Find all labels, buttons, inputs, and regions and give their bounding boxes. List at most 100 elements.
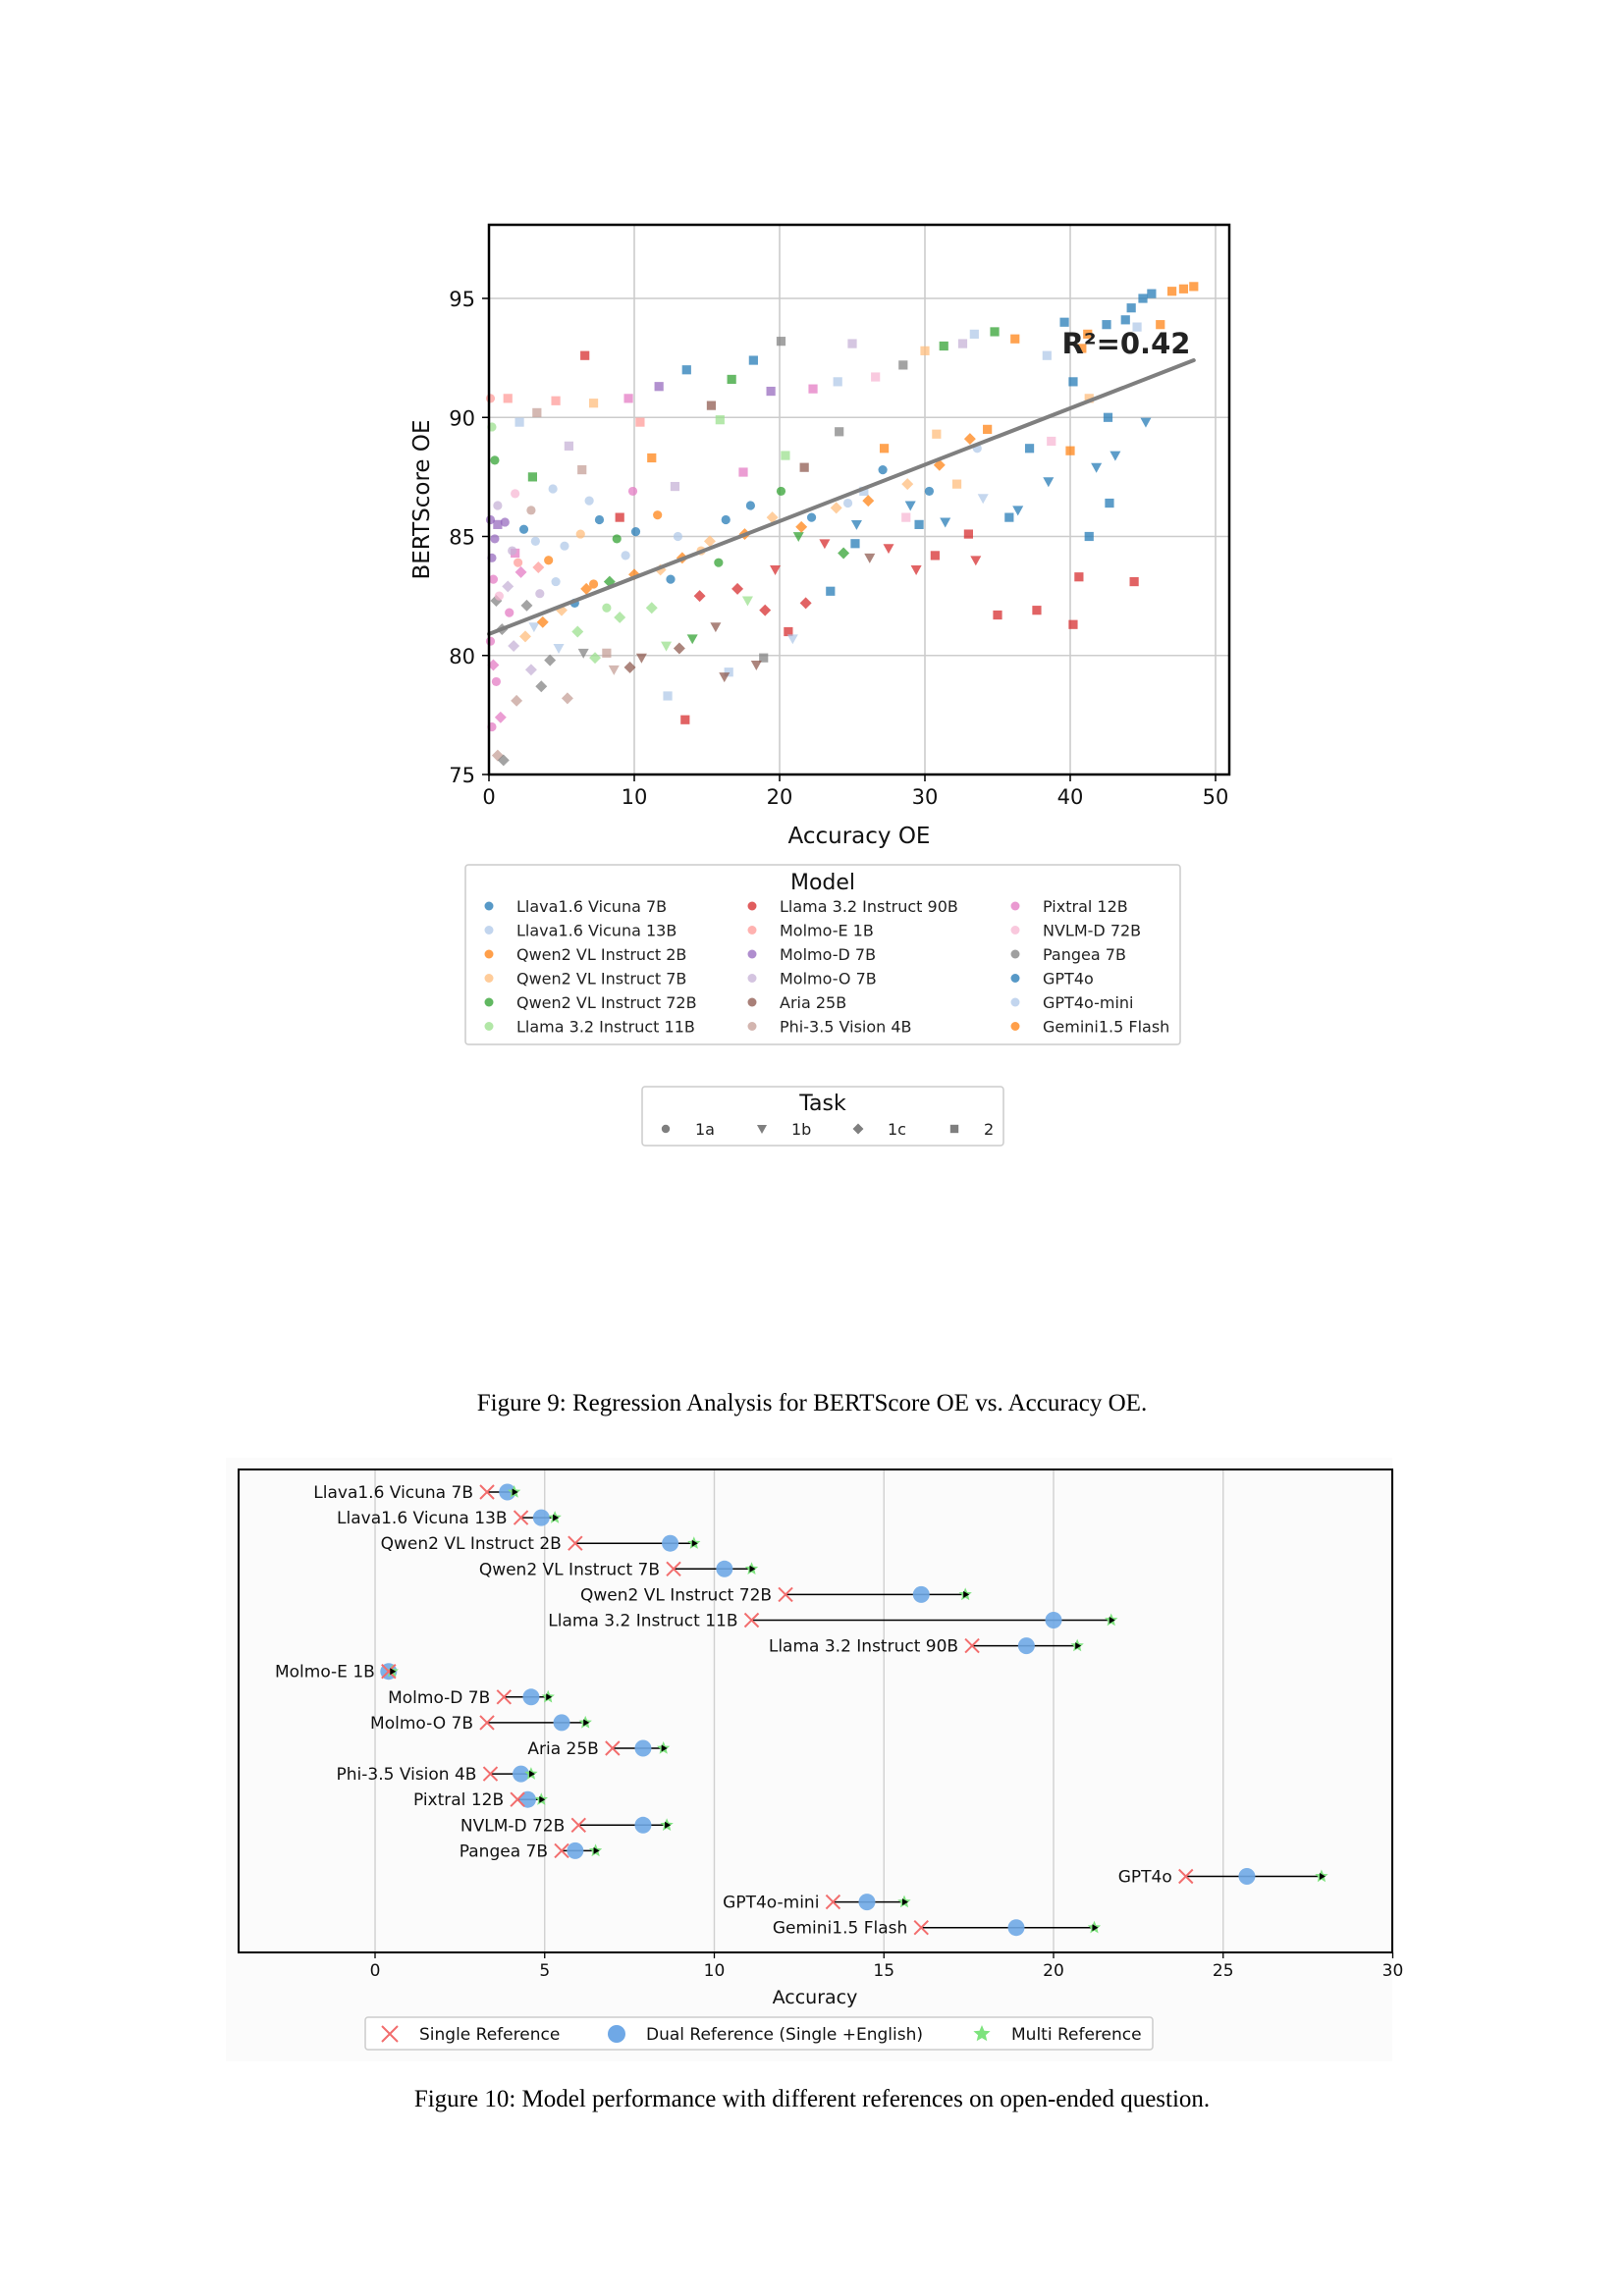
- scatter-point: [630, 527, 641, 537]
- scatter-point: [580, 582, 593, 595]
- scatter-point: [490, 455, 500, 465]
- dual-reference-marker: [513, 1765, 530, 1783]
- scatter-point: [580, 350, 590, 360]
- scatter-point: [514, 417, 524, 427]
- scatter-point: [536, 615, 549, 628]
- scatter-point: [904, 501, 916, 511]
- scatter-point: [535, 589, 545, 599]
- model-label: Gemini1.5 Flash: [773, 1919, 907, 1939]
- scatter-point: [983, 424, 993, 434]
- single-reference-marker: [825, 1894, 841, 1910]
- task-legend-marker: [756, 1124, 768, 1135]
- scatter-point: [930, 551, 940, 561]
- scatter-point: [914, 519, 924, 529]
- x-tick-label: 0: [482, 785, 495, 809]
- r2-annotation: R²=0.42: [1062, 327, 1191, 360]
- dumbbell-legend-label: Multi Reference: [1011, 2025, 1142, 2045]
- single-reference-marker: [605, 1740, 621, 1756]
- task-legend-label: 2: [984, 1120, 994, 1139]
- scatter-point: [750, 661, 762, 670]
- scatter-point: [1012, 506, 1024, 516]
- scatter-point: [487, 659, 500, 671]
- figure-9-caption: Figure 9: Regression Analysis for BERTSc…: [476, 1390, 1148, 1416]
- scatter-point: [488, 574, 499, 584]
- scatter-point: [661, 641, 673, 652]
- dual-reference-marker: [553, 1714, 570, 1732]
- scatter-points: [485, 282, 1199, 767]
- scatter-point: [491, 749, 504, 762]
- dual-reference-marker: [1017, 1637, 1035, 1655]
- scatter-point: [993, 610, 1002, 620]
- scatter-point: [560, 541, 569, 551]
- scatter-point: [532, 407, 542, 417]
- model-legend-label: Molmo-D 7B: [780, 945, 876, 964]
- scatter-point: [969, 329, 979, 339]
- scatter-point: [693, 590, 706, 603]
- model-label: Llava1.6 Vicuna 13B: [337, 1509, 508, 1528]
- y-tick-label: 80: [449, 645, 475, 668]
- dumbbell-row: Qwen2 VL Instruct 7B: [479, 1560, 759, 1579]
- scatter-point: [835, 427, 844, 437]
- x-axis-label: Accuracy OE: [788, 824, 931, 849]
- scatter-point: [575, 529, 585, 539]
- scatter-point: [745, 501, 756, 510]
- scatter-point: [864, 553, 876, 563]
- dumbbell-row: Phi-3.5 Vision 4B: [337, 1765, 538, 1785]
- scatter-point: [505, 608, 514, 617]
- scatter-point: [714, 558, 724, 567]
- scatter-point: [526, 506, 536, 515]
- dual-reference-marker: [634, 1739, 652, 1757]
- scatter-point: [577, 465, 587, 475]
- model-label: Qwen2 VL Instruct 72B: [580, 1585, 772, 1605]
- dumbbell-row: Llava1.6 Vicuna 7B: [313, 1483, 521, 1503]
- dumbbell-arrowhead: [691, 1539, 698, 1547]
- multi-reference-marker: [588, 1843, 603, 1857]
- scatter-point: [883, 544, 894, 555]
- multi-reference-marker: [578, 1715, 592, 1729]
- dual-reference-marker: [499, 1483, 516, 1501]
- dumbbell-row: Pangea 7B: [460, 1842, 603, 1861]
- scatter-point: [1032, 606, 1042, 615]
- dual-reference-marker: [532, 1509, 550, 1526]
- multi-reference-marker: [958, 1587, 972, 1601]
- scatter-point: [1043, 477, 1055, 488]
- scatter-point: [544, 654, 557, 667]
- regression-line: [487, 358, 1196, 636]
- scatter-point: [561, 692, 573, 705]
- dumbbell-row: Pixtral 12B: [413, 1790, 548, 1810]
- scatter-point: [799, 462, 809, 472]
- dumbbell-row: Molmo-E 1B: [275, 1663, 399, 1682]
- scatter-point: [1042, 350, 1052, 360]
- dumbbell-legend: Single Reference Dual Reference (Single +…: [364, 2016, 1154, 2051]
- dumbbell-row: Molmo-O 7B: [370, 1714, 592, 1734]
- x-tick-label: 30: [912, 785, 939, 809]
- dumbbell-x-ticks: 0 5 10 15 20 25 30: [370, 1952, 1403, 1981]
- y-tick-label: 90: [449, 406, 475, 430]
- scatter-point: [826, 586, 836, 596]
- scatter-point: [623, 394, 633, 403]
- scatter-point: [1120, 315, 1130, 325]
- single-reference-marker: [778, 1586, 793, 1603]
- dumbbell-arrowhead: [1075, 1642, 1082, 1650]
- scatter-point: [784, 626, 793, 637]
- scatter-point: [589, 652, 602, 665]
- scatter-point: [497, 754, 510, 767]
- scatter-point: [514, 565, 527, 578]
- multi-reference-marker: [687, 1536, 701, 1549]
- legend-multi-marker: [973, 2025, 991, 2042]
- multi-reference-marker: [548, 1511, 562, 1523]
- scatter-point: [1103, 412, 1113, 422]
- scatter-point: [738, 467, 748, 477]
- legend-dual-marker: [608, 2025, 625, 2043]
- scatter-point: [847, 339, 857, 348]
- model-legend-marker: [1010, 949, 1020, 959]
- scatter-point: [666, 574, 676, 584]
- scatter-point: [1077, 344, 1087, 353]
- scatter-point: [654, 382, 664, 392]
- scatter-point: [621, 551, 630, 561]
- scatter-point: [577, 648, 589, 659]
- multi-reference-marker: [534, 1792, 548, 1805]
- model-label: Molmo-O 7B: [370, 1714, 473, 1734]
- model-legend-marker: [747, 974, 757, 983]
- scatter-point: [1068, 377, 1078, 387]
